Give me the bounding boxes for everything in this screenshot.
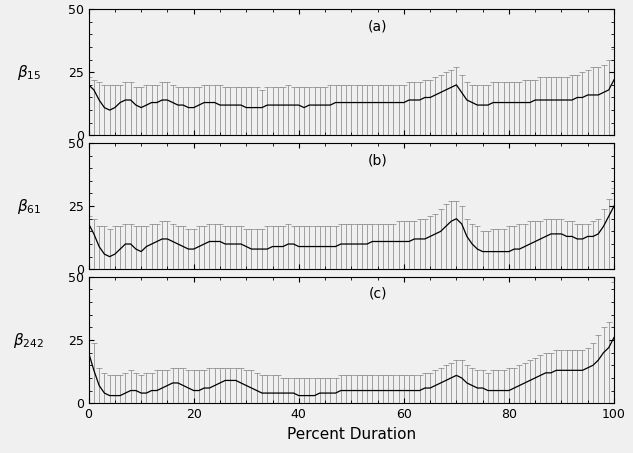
Text: (b): (b) — [368, 153, 387, 167]
Text: (c): (c) — [368, 287, 387, 301]
Y-axis label: $\beta_{61}$: $\beta_{61}$ — [16, 197, 41, 216]
Y-axis label: $\beta_{242}$: $\beta_{242}$ — [13, 331, 44, 350]
Y-axis label: $\beta_{15}$: $\beta_{15}$ — [16, 63, 41, 82]
X-axis label: Percent Duration: Percent Duration — [287, 427, 416, 442]
Text: (a): (a) — [368, 19, 387, 33]
